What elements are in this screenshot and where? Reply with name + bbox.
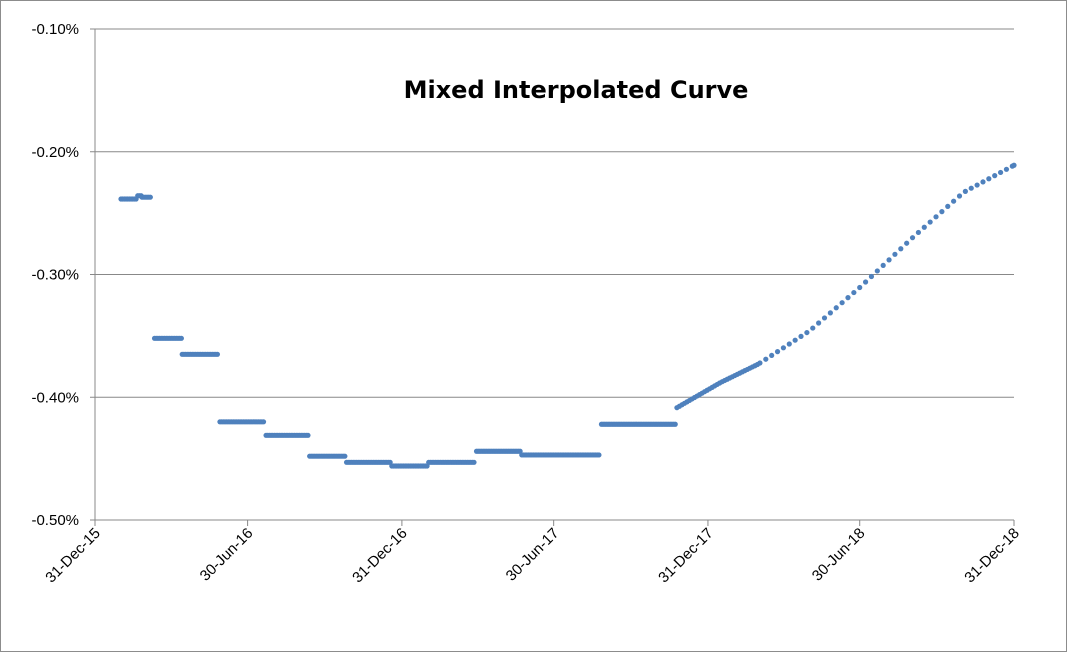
data-point	[880, 262, 886, 268]
data-point	[845, 295, 851, 301]
data-point	[792, 337, 798, 343]
data-point	[862, 279, 869, 285]
data-point	[898, 246, 904, 252]
data-point	[763, 356, 769, 362]
y-tick-label: -0.50%	[31, 512, 79, 529]
data-point	[968, 185, 974, 191]
data-point	[178, 335, 184, 341]
x-tick-label: 31-Dec-18	[961, 525, 1023, 587]
x-tick-label: 30-Jun-16	[197, 525, 257, 585]
y-tick-label: -0.30%	[31, 267, 79, 284]
data-point	[904, 240, 910, 246]
data-point	[886, 257, 892, 263]
data-point	[921, 224, 927, 230]
data-point	[927, 219, 933, 225]
data-point	[980, 179, 986, 185]
y-tick-label: -0.20%	[31, 144, 79, 161]
data-points	[118, 162, 1017, 469]
data-point	[933, 214, 939, 220]
x-tick-labels: 31-Dec-15 30-Jun-16 31-Dec-16 30-Jun-17 31-D…	[42, 525, 1023, 587]
data-point	[769, 352, 775, 359]
data-point	[827, 310, 833, 316]
x-tick-label: 31-Dec-16	[349, 525, 411, 587]
data-point	[1003, 166, 1010, 172]
data-point	[596, 452, 602, 458]
chart-title: Mixed Interpolated Curve	[404, 76, 749, 104]
data-point	[874, 268, 880, 274]
data-point	[868, 273, 875, 280]
data-point	[851, 289, 857, 296]
data-point	[1011, 162, 1017, 168]
data-point	[986, 176, 992, 182]
data-point	[471, 459, 477, 465]
data-point	[774, 349, 781, 355]
data-point	[810, 325, 816, 331]
data-point	[780, 345, 787, 351]
data-point	[839, 300, 845, 306]
data-point	[833, 305, 839, 311]
data-point	[260, 419, 267, 425]
y-tick-labels: -0.50% -0.40% -0.30% -0.20% -0.10%	[31, 21, 79, 529]
data-point	[939, 209, 945, 215]
data-point	[974, 182, 980, 188]
gridlines	[95, 28, 1014, 398]
data-point	[945, 203, 951, 209]
x-tick-label: 30-Jun-18	[809, 525, 869, 585]
data-point	[956, 193, 963, 199]
data-point	[214, 351, 221, 357]
data-point	[997, 169, 1004, 176]
data-point	[672, 421, 678, 427]
y-tick-label: -0.40%	[31, 389, 79, 406]
axes	[90, 28, 1015, 526]
data-point	[816, 320, 822, 326]
data-point	[915, 229, 922, 236]
y-tick-label: -0.10%	[31, 21, 79, 38]
data-point	[147, 194, 153, 200]
x-tick-label: 31-Dec-15	[42, 525, 104, 587]
data-point	[342, 453, 348, 459]
data-point	[821, 315, 828, 321]
data-point	[804, 329, 810, 336]
data-point	[757, 360, 763, 366]
data-point	[951, 198, 957, 204]
data-point	[857, 284, 863, 291]
data-point	[798, 333, 804, 339]
data-point	[305, 432, 311, 438]
x-tick-label: 30-Jun-17	[503, 525, 563, 585]
data-point	[786, 341, 792, 347]
x-tick-label: 31-Dec-17	[655, 525, 717, 587]
data-point	[909, 235, 916, 241]
data-point	[962, 188, 968, 194]
data-point	[992, 173, 998, 179]
data-point	[892, 251, 898, 257]
